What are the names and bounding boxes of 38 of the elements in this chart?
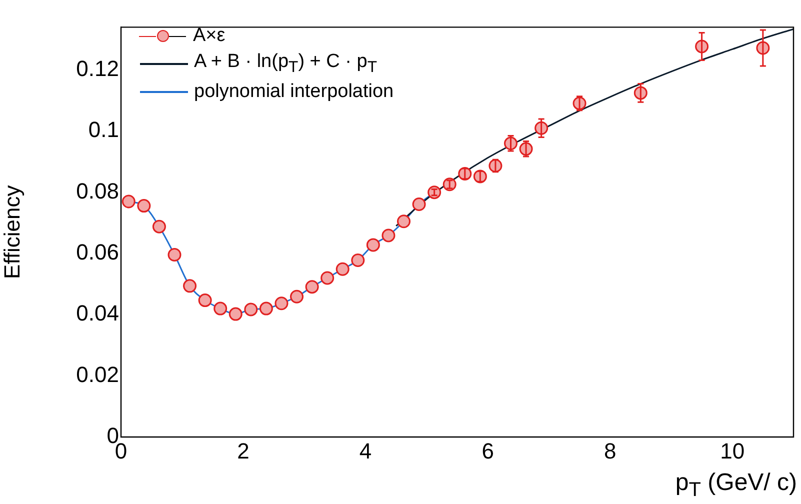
point (152, 220, 166, 234)
x-tick-label: 4 (359, 438, 372, 464)
point (412, 198, 426, 212)
point (397, 214, 411, 228)
y-tick-label: 0.04 (76, 300, 119, 326)
point (183, 279, 197, 293)
point (274, 296, 288, 310)
x-tick-label: 6 (482, 438, 494, 464)
legend-label: A×ε (193, 25, 226, 47)
y-tick-label: 0.1 (88, 117, 119, 142)
legend-label: polynomial interpolation (194, 81, 394, 103)
point (122, 194, 136, 208)
line-series (395, 28, 794, 227)
point (228, 307, 242, 321)
point (214, 302, 228, 316)
point (305, 280, 319, 294)
x-axis-title: p$_{T}$ (GeV/ c) (675, 469, 797, 502)
legend-label: A + B · ln(p$_{T}$) + C · p$_{T}$ (194, 51, 378, 77)
y-tick-label: 0.06 (76, 240, 119, 265)
point (351, 253, 365, 267)
point (259, 302, 273, 316)
point (290, 290, 304, 304)
point (366, 238, 380, 252)
x-tick-label: 2 (237, 438, 250, 464)
point (168, 248, 182, 262)
y-axis-title: Efficiency (0, 185, 24, 279)
y-tick-label: 0.12 (76, 56, 119, 82)
point (137, 199, 151, 213)
point (198, 294, 212, 308)
point (320, 271, 334, 285)
x-tick-label: 8 (604, 438, 616, 464)
y-tick-label: 0.02 (76, 362, 119, 387)
point (244, 302, 258, 316)
y-tick-label: 0.08 (76, 178, 119, 204)
x-tick-label: 10 (720, 438, 745, 464)
point (442, 178, 456, 192)
point (382, 228, 396, 242)
point (336, 262, 350, 276)
